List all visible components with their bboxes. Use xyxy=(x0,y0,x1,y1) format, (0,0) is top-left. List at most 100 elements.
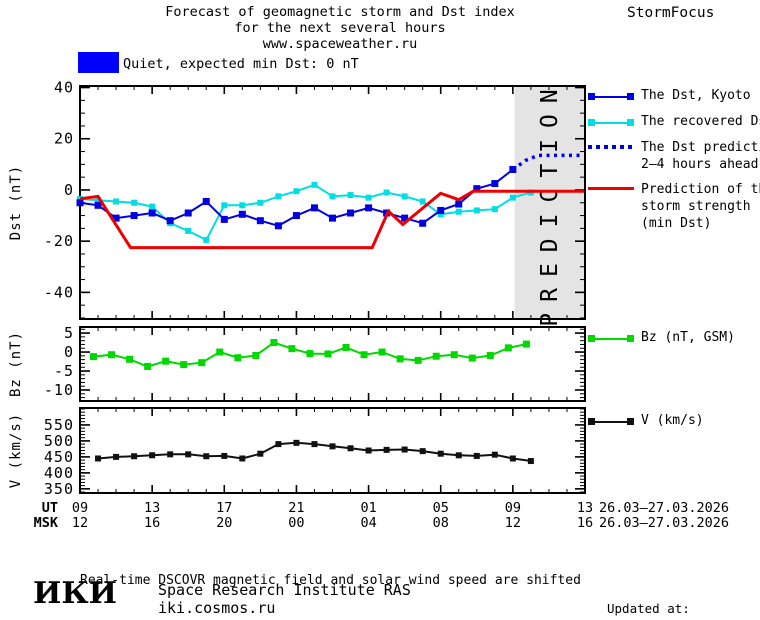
marker-v-speed xyxy=(329,443,336,450)
marker-v-speed xyxy=(311,441,318,448)
x-tick-ut: 05 xyxy=(433,500,449,516)
x-tick-msk: 04 xyxy=(360,515,376,531)
updated-block: Updated at: UT 09:05, 27.03.2026 MSK 12:… xyxy=(607,568,760,620)
x-tick-ut: 21 xyxy=(288,500,304,516)
marker-bz-gsm xyxy=(522,340,530,348)
marker-recovered-dst xyxy=(509,194,516,201)
marker-bz-gsm xyxy=(162,357,170,365)
marker-recovered-dst xyxy=(131,199,138,206)
marker-v-speed xyxy=(527,458,534,465)
marker-v-speed xyxy=(167,451,174,458)
marker-bz-gsm xyxy=(288,345,296,353)
marker-bz-gsm xyxy=(378,348,386,356)
marker-dst-kyoto xyxy=(509,165,517,173)
marker-recovered-dst xyxy=(419,198,426,205)
marker-v-speed xyxy=(365,447,372,454)
marker-recovered-dst xyxy=(383,189,390,196)
updated-label: Updated at: xyxy=(607,601,690,616)
marker-v-speed xyxy=(401,446,408,453)
y-tick-label: 0 xyxy=(64,181,74,199)
marker-recovered-dst xyxy=(239,202,246,209)
marker-dst-kyoto xyxy=(130,212,138,220)
x-tick-ut: 13 xyxy=(577,500,593,516)
marker-v-speed xyxy=(149,452,156,459)
marker-recovered-dst xyxy=(185,227,192,234)
x-tick-ut: 17 xyxy=(216,500,232,516)
marker-recovered-dst xyxy=(149,203,156,210)
marker-dst-kyoto xyxy=(202,197,210,205)
marker-bz-gsm xyxy=(360,351,368,359)
y-axis-title-v: V (km/s) xyxy=(8,413,24,488)
brand-text: StormFocus xyxy=(627,5,715,21)
marker-bz-gsm xyxy=(234,354,242,362)
marker-v-speed xyxy=(455,452,462,459)
y-tick-label: -40 xyxy=(44,283,74,301)
marker-recovered-dst xyxy=(95,197,102,204)
marker-dst-kyoto xyxy=(274,222,282,230)
prediction-band xyxy=(514,86,585,319)
marker-bz-gsm xyxy=(270,339,278,347)
marker-bz-gsm xyxy=(324,350,332,358)
y-axis-title-dst: Dst (nT) xyxy=(8,165,24,240)
marker-bz-gsm xyxy=(306,350,314,358)
marker-v-speed xyxy=(437,450,444,457)
x-tick-ut: 13 xyxy=(144,500,160,516)
marker-v-speed xyxy=(491,451,498,458)
y-tick-label: 500 xyxy=(44,432,74,450)
marker-recovered-dst xyxy=(491,206,498,213)
marker-bz-gsm xyxy=(198,359,206,367)
x-axis-row-ut: UT xyxy=(42,500,58,516)
marker-v-speed xyxy=(275,441,282,448)
y-tick-label: 550 xyxy=(44,416,74,434)
marker-v-speed xyxy=(347,445,354,452)
marker-bz-gsm xyxy=(216,348,224,356)
marker-recovered-dst xyxy=(203,236,210,243)
footer-note: Real-time DSCOVR magnetic field and sola… xyxy=(80,540,581,620)
marker-bz-gsm xyxy=(432,352,440,360)
marker-recovered-dst xyxy=(221,202,228,209)
marker-dst-kyoto xyxy=(76,199,84,207)
x-axis-row-msk: MSK xyxy=(34,515,59,531)
marker-recovered-dst xyxy=(455,208,462,215)
marker-dst-kyoto xyxy=(238,210,246,218)
footer-note-line-1: Real-time DSCOVR magnetic field and sola… xyxy=(80,573,581,588)
marker-recovered-dst xyxy=(311,181,318,188)
y-tick-label: 350 xyxy=(44,480,74,498)
marker-bz-gsm xyxy=(126,355,134,363)
date-range-msk: 26.03–27.03.2026 xyxy=(599,515,729,531)
marker-v-speed xyxy=(185,451,192,458)
marker-dst-kyoto xyxy=(419,219,427,227)
x-tick-msk: 16 xyxy=(577,515,593,531)
series-dst-prediction xyxy=(511,153,584,171)
y-axis-title-bz: Bz (nT) xyxy=(8,331,24,397)
x-tick-msk: 12 xyxy=(505,515,521,531)
marker-recovered-dst xyxy=(293,188,300,195)
marker-bz-gsm xyxy=(252,351,260,359)
panel-bz: 50-5-10 Bz (nT) xyxy=(8,324,586,402)
marker-dst-kyoto xyxy=(220,215,228,223)
marker-dst-kyoto xyxy=(329,214,336,222)
page-title: Forecast of geomagnetic storm and Dst in… xyxy=(0,4,680,52)
x-tick-ut: 01 xyxy=(360,500,376,516)
marker-dst-kyoto xyxy=(437,206,445,214)
y-tick-label: 20 xyxy=(54,130,74,148)
marker-bz-gsm xyxy=(180,361,188,369)
marker-dst-kyoto xyxy=(365,204,373,212)
marker-dst-kyoto xyxy=(401,214,409,222)
marker-v-speed xyxy=(293,439,300,446)
marker-dst-kyoto xyxy=(455,200,463,208)
marker-dst-kyoto xyxy=(184,209,192,217)
x-tick-msk: 08 xyxy=(433,515,449,531)
marker-v-speed xyxy=(419,448,426,455)
marker-bz-gsm xyxy=(468,354,476,362)
marker-v-speed xyxy=(203,453,210,460)
title-line-3: www.spaceweather.ru xyxy=(262,36,418,52)
marker-dst-kyoto xyxy=(292,212,300,220)
date-range-ut: 26.03–27.03.2026 xyxy=(599,500,729,516)
iki-logo: ИКИ xyxy=(33,576,117,611)
marker-recovered-dst xyxy=(77,195,83,202)
marker-v-speed xyxy=(383,446,390,453)
y-tick-label: 450 xyxy=(44,448,74,466)
marker-bz-gsm xyxy=(144,362,152,370)
